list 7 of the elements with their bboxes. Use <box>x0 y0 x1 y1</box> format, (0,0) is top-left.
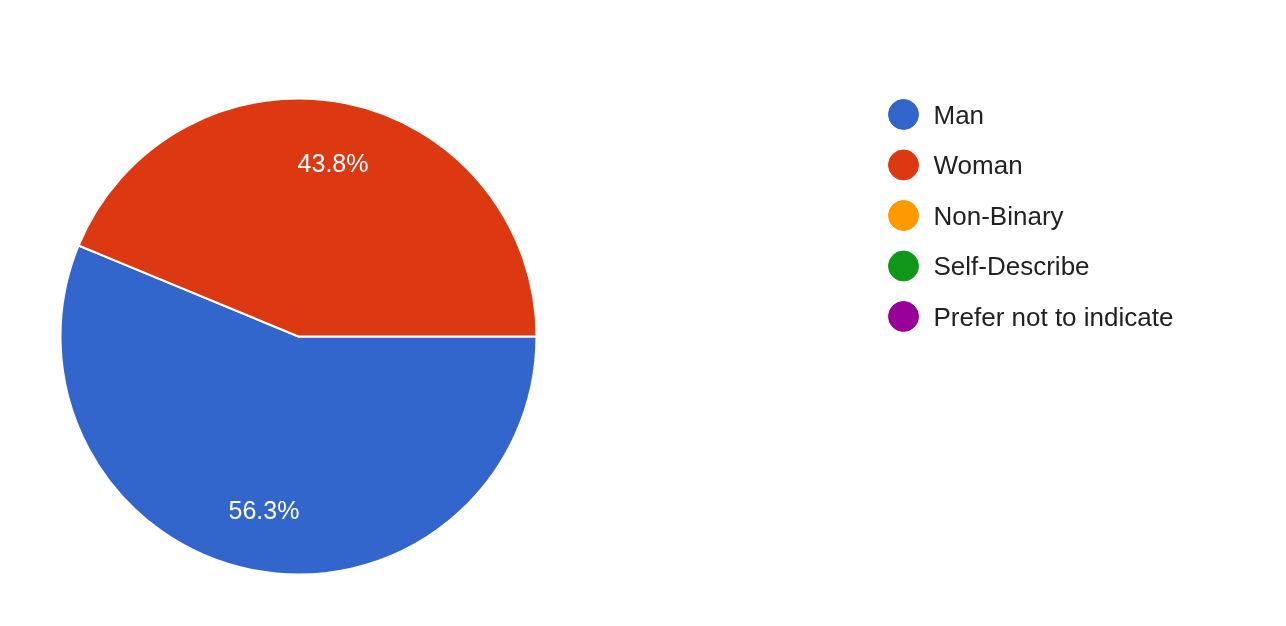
legend-label: Non-Binary <box>933 200 1064 231</box>
legend-label: Self-Describe <box>933 251 1090 281</box>
legend-label: Prefer not to indicate <box>933 301 1174 332</box>
legend-label: Man <box>933 99 985 130</box>
data-label: 43.8% <box>297 148 369 177</box>
legend-label: Woman <box>933 150 1023 180</box>
data-label: 56.3% <box>228 496 300 525</box>
